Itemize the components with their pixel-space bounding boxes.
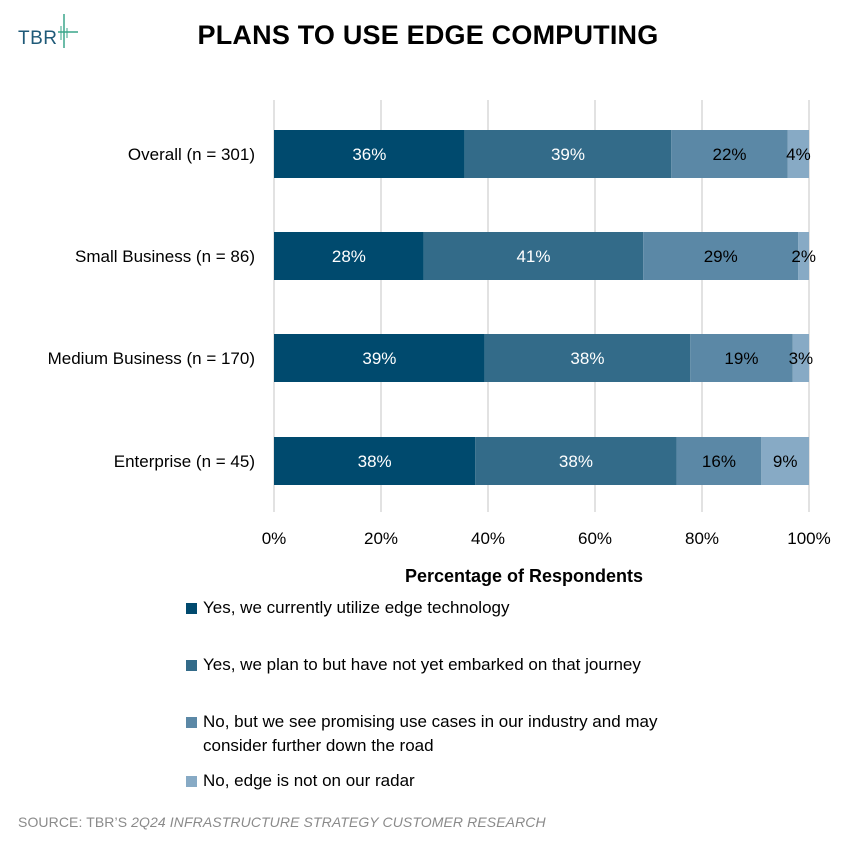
x-tick-label: 80% <box>685 529 719 548</box>
tbr-logo-mark <box>58 14 78 48</box>
legend-label: Yes, we currently utilize edge technolog… <box>203 596 510 620</box>
source-note: SOURCE: TBR’S 2Q24 INFRASTRUCTURE STRATE… <box>18 814 546 830</box>
bar-segment <box>484 334 691 382</box>
category-label: Enterprise (n = 45) <box>114 452 255 471</box>
bar-segment <box>690 334 793 382</box>
data-label: 3% <box>789 349 814 368</box>
x-tick-label: 100% <box>787 529 830 548</box>
data-label: 38% <box>559 452 593 471</box>
bar-segment <box>274 232 424 280</box>
tbr-logo <box>16 14 88 54</box>
legend-label-line: No, but we see promising use cases in ou… <box>203 712 658 731</box>
x-tick-label: 40% <box>471 529 505 548</box>
legend-item: No, but we see promising use cases in ou… <box>186 710 658 758</box>
data-label: 4% <box>786 145 811 164</box>
category-label: Medium Business (n = 170) <box>48 349 255 368</box>
data-label: 19% <box>724 349 758 368</box>
source-italic: 2Q24 INFRASTRUCTURE STRATEGY CUSTOMER RE… <box>131 814 546 830</box>
logo-text: TBR <box>18 28 58 49</box>
legend-label-line: consider further down the road <box>203 736 434 755</box>
x-tick-label: 60% <box>578 529 612 548</box>
legend-swatch <box>186 660 197 671</box>
legend-label: Yes, we plan to but have not yet embarke… <box>203 653 641 677</box>
bar-segment <box>787 130 809 178</box>
data-label: 16% <box>702 452 736 471</box>
data-label: 29% <box>704 247 738 266</box>
legend-label-line: No, edge is not on our radar <box>203 771 415 790</box>
category-label: Overall (n = 301) <box>128 145 255 164</box>
x-tick-label: 0% <box>262 529 287 548</box>
legend-label-line: Yes, we plan to but have not yet embarke… <box>203 655 641 674</box>
chart-title: PLANS TO USE EDGE COMPUTING <box>197 20 659 50</box>
data-label: 39% <box>551 145 585 164</box>
bar-segment <box>274 130 465 178</box>
data-label: 38% <box>570 349 604 368</box>
bar-segment <box>274 437 476 485</box>
bar-segment <box>761 437 809 485</box>
legend-label: No, but we see promising use cases in ou… <box>203 710 658 758</box>
bar-segment <box>423 232 644 280</box>
source-prefix: SOURCE: TBR’S <box>18 814 132 830</box>
stacked-bar-chart: Overall (n = 301) 36% 39% 22% 4% Small Busine… <box>48 100 831 586</box>
bar-segment <box>671 130 788 178</box>
bar-segment <box>676 437 762 485</box>
legend-swatch <box>186 603 197 614</box>
x-axis-title: Percentage of Respondents <box>405 566 643 586</box>
data-label: 36% <box>352 145 386 164</box>
data-label: 39% <box>362 349 396 368</box>
legend-label: No, edge is not on our radar <box>203 769 415 793</box>
bar-segment <box>792 334 809 382</box>
data-label: 38% <box>358 452 392 471</box>
bar-segment <box>798 232 809 280</box>
data-label: 9% <box>773 452 798 471</box>
data-label: 22% <box>713 145 747 164</box>
data-label: 41% <box>516 247 550 266</box>
legend-label-line: Yes, we currently utilize edge technolog… <box>203 598 510 617</box>
legend-item: Yes, we currently utilize edge technolog… <box>186 596 510 620</box>
data-label: 28% <box>332 247 366 266</box>
bar-segment <box>464 130 672 178</box>
legend-item: No, edge is not on our radar <box>186 769 415 793</box>
data-label: 2% <box>791 247 816 266</box>
bar-segment <box>475 437 677 485</box>
bar-segment <box>274 334 485 382</box>
x-tick-label: 20% <box>364 529 398 548</box>
bar-segment <box>643 232 799 280</box>
legend-swatch <box>186 717 197 728</box>
legend-swatch <box>186 776 197 787</box>
category-label: Small Business (n = 86) <box>75 247 255 266</box>
legend-item: Yes, we plan to but have not yet embarke… <box>186 653 641 677</box>
